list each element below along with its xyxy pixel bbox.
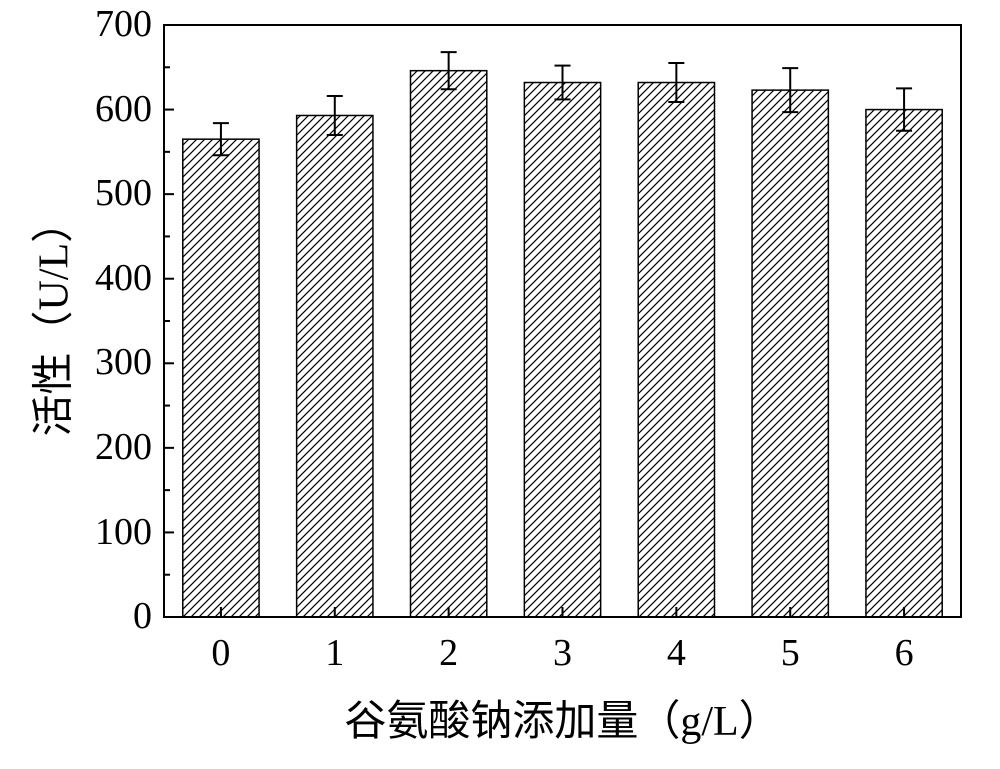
bar — [411, 71, 487, 617]
y-tick-label: 400 — [95, 256, 152, 300]
figure: 活性（U/L） 谷氨酸钠添加量（g/L） 0 100 200 300 400 500 600… — [0, 0, 1000, 769]
y-tick-label: 600 — [95, 87, 152, 131]
bar — [297, 115, 373, 617]
x-tick-label: 2 — [419, 631, 479, 675]
y-axis-label: 活性（U/L） — [20, 217, 81, 437]
y-tick-label: 300 — [95, 340, 152, 384]
x-tick-label: 5 — [760, 631, 820, 675]
x-tick-label: 3 — [533, 631, 593, 675]
bar — [183, 139, 259, 617]
y-tick-label: 200 — [95, 425, 152, 469]
x-tick-label: 1 — [305, 631, 365, 675]
x-tick-label: 0 — [191, 631, 251, 675]
x-tick-label: 4 — [646, 631, 706, 675]
bar — [524, 83, 600, 617]
bar — [752, 90, 828, 617]
x-tick-label: 6 — [874, 631, 934, 675]
y-tick-label: 500 — [95, 171, 152, 215]
bar — [866, 110, 942, 617]
y-tick-label: 700 — [95, 2, 152, 46]
x-axis-label: 谷氨酸钠添加量（g/L） — [164, 687, 961, 748]
y-tick-label: 0 — [133, 594, 152, 638]
y-tick-label: 100 — [95, 510, 152, 554]
bar — [638, 83, 714, 617]
